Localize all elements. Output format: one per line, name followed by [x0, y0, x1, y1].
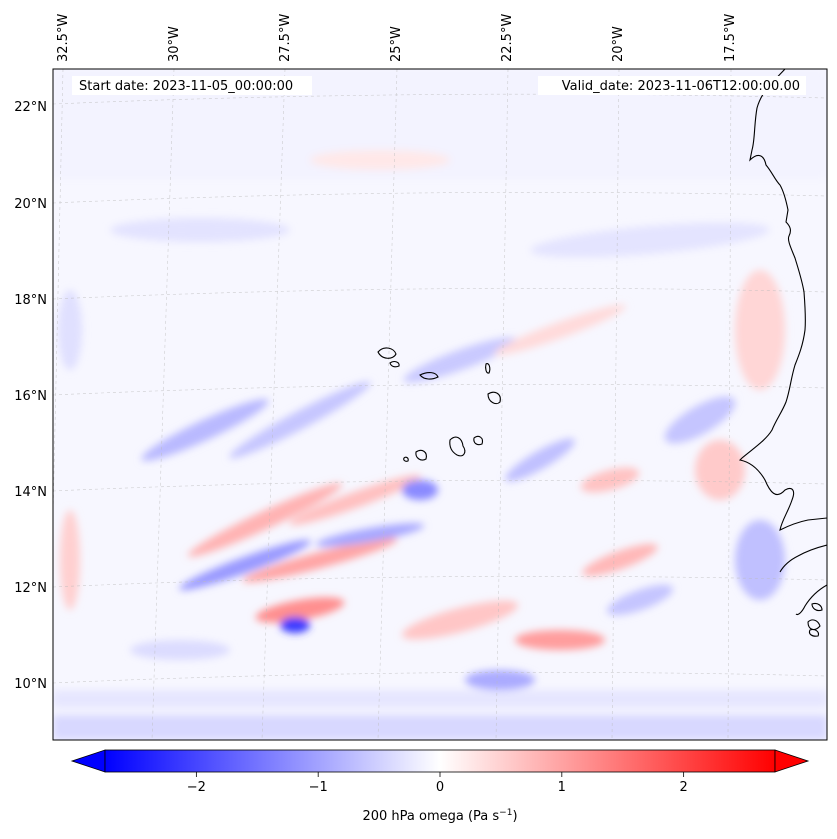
colorbar-tick-label: −1	[309, 780, 328, 795]
colorbar-extend-min	[70, 749, 106, 773]
lon-tick-label: 22.5°W	[500, 14, 515, 62]
colorbar-body	[104, 749, 776, 773]
grid-lon-30	[151, 69, 175, 740]
colorbar-label: 200 hPa omega (Pa s−1)	[362, 808, 517, 824]
fogo-island	[415, 449, 427, 461]
boa-vista-island	[487, 391, 501, 405]
grid-lat-14	[53, 480, 827, 492]
brava-island	[403, 456, 409, 462]
lon-tick-label: 30°W	[167, 26, 182, 62]
colorbar-tick-label: −2	[187, 780, 206, 795]
lon-tick-label: 25°W	[389, 26, 404, 62]
grid-lon-25	[377, 69, 398, 740]
colorbar-label-exponent: −1	[499, 808, 512, 818]
grid-lon-22.5	[495, 69, 509, 740]
santiago-island	[449, 436, 466, 457]
grid-lat-10	[53, 672, 827, 684]
colorbar-ticks: −2 −1 0 1 2	[187, 772, 688, 795]
grid-lon-20	[611, 69, 620, 740]
grid-lat-20	[53, 192, 827, 204]
start-date-box	[72, 76, 312, 95]
lat-tick-label: 10°N	[14, 677, 47, 692]
maio-island	[473, 435, 483, 446]
colorbar-tick-label: 1	[558, 780, 566, 795]
lon-tick-labels: 32.5°W 30°W 27.5°W 25°W 22.5°W 20°W 17.5…	[56, 14, 738, 62]
lon-tick-label: 27.5°W	[278, 14, 293, 62]
grid-lon-17.5	[727, 69, 732, 740]
sao-nicolau-island	[419, 372, 439, 380]
map-frame	[52, 68, 828, 741]
coast-fragment-1	[808, 628, 819, 637]
bijagos-islands	[807, 619, 821, 631]
sal-island	[485, 363, 491, 374]
lat-tick-label: 16°N	[14, 389, 47, 404]
gridlines	[53, 69, 827, 740]
lon-tick-label: 20°W	[611, 26, 626, 62]
grid-lat-12	[53, 576, 827, 588]
lon-tick-label: 17.5°W	[723, 14, 738, 62]
valid-date-box	[538, 76, 806, 95]
grid-lat-22	[53, 93, 827, 105]
grid-lat-16	[53, 384, 827, 396]
coastline	[377, 69, 827, 637]
guinea-bissau-coast	[795, 584, 827, 616]
lat-tick-label: 22°N	[14, 100, 47, 115]
lat-tick-labels: 22°N 20°N 18°N 16°N 14°N 12°N 10°N	[14, 100, 47, 692]
africa-coastline	[738, 69, 827, 531]
start-date-label: Start date: 2023-11-05_00:00:00	[79, 79, 293, 94]
sao-vicente-island	[389, 361, 400, 368]
lon-tick-label: 32.5°W	[56, 14, 71, 62]
lat-tick-label: 14°N	[14, 485, 47, 500]
senegal-gambia-coast	[779, 544, 827, 573]
lat-tick-label: 12°N	[14, 581, 47, 596]
santo-antao-island	[377, 347, 397, 359]
colorbar: −2 −1 0 1 2 200 hPa omega (Pa s−1)	[70, 749, 810, 824]
colorbar-tick-label: 0	[436, 780, 444, 795]
grid-lon-27.5	[261, 69, 286, 740]
colorbar-extend-max	[774, 749, 810, 773]
coast-fragment-2	[811, 602, 823, 612]
colorbar-tick-label: 2	[679, 780, 687, 795]
lat-tick-label: 20°N	[14, 197, 47, 212]
grid-lat-18	[53, 288, 827, 300]
valid-date-label: Valid_date: 2023-11-06T12:00:00.00	[562, 79, 800, 94]
lat-tick-label: 18°N	[14, 293, 47, 308]
